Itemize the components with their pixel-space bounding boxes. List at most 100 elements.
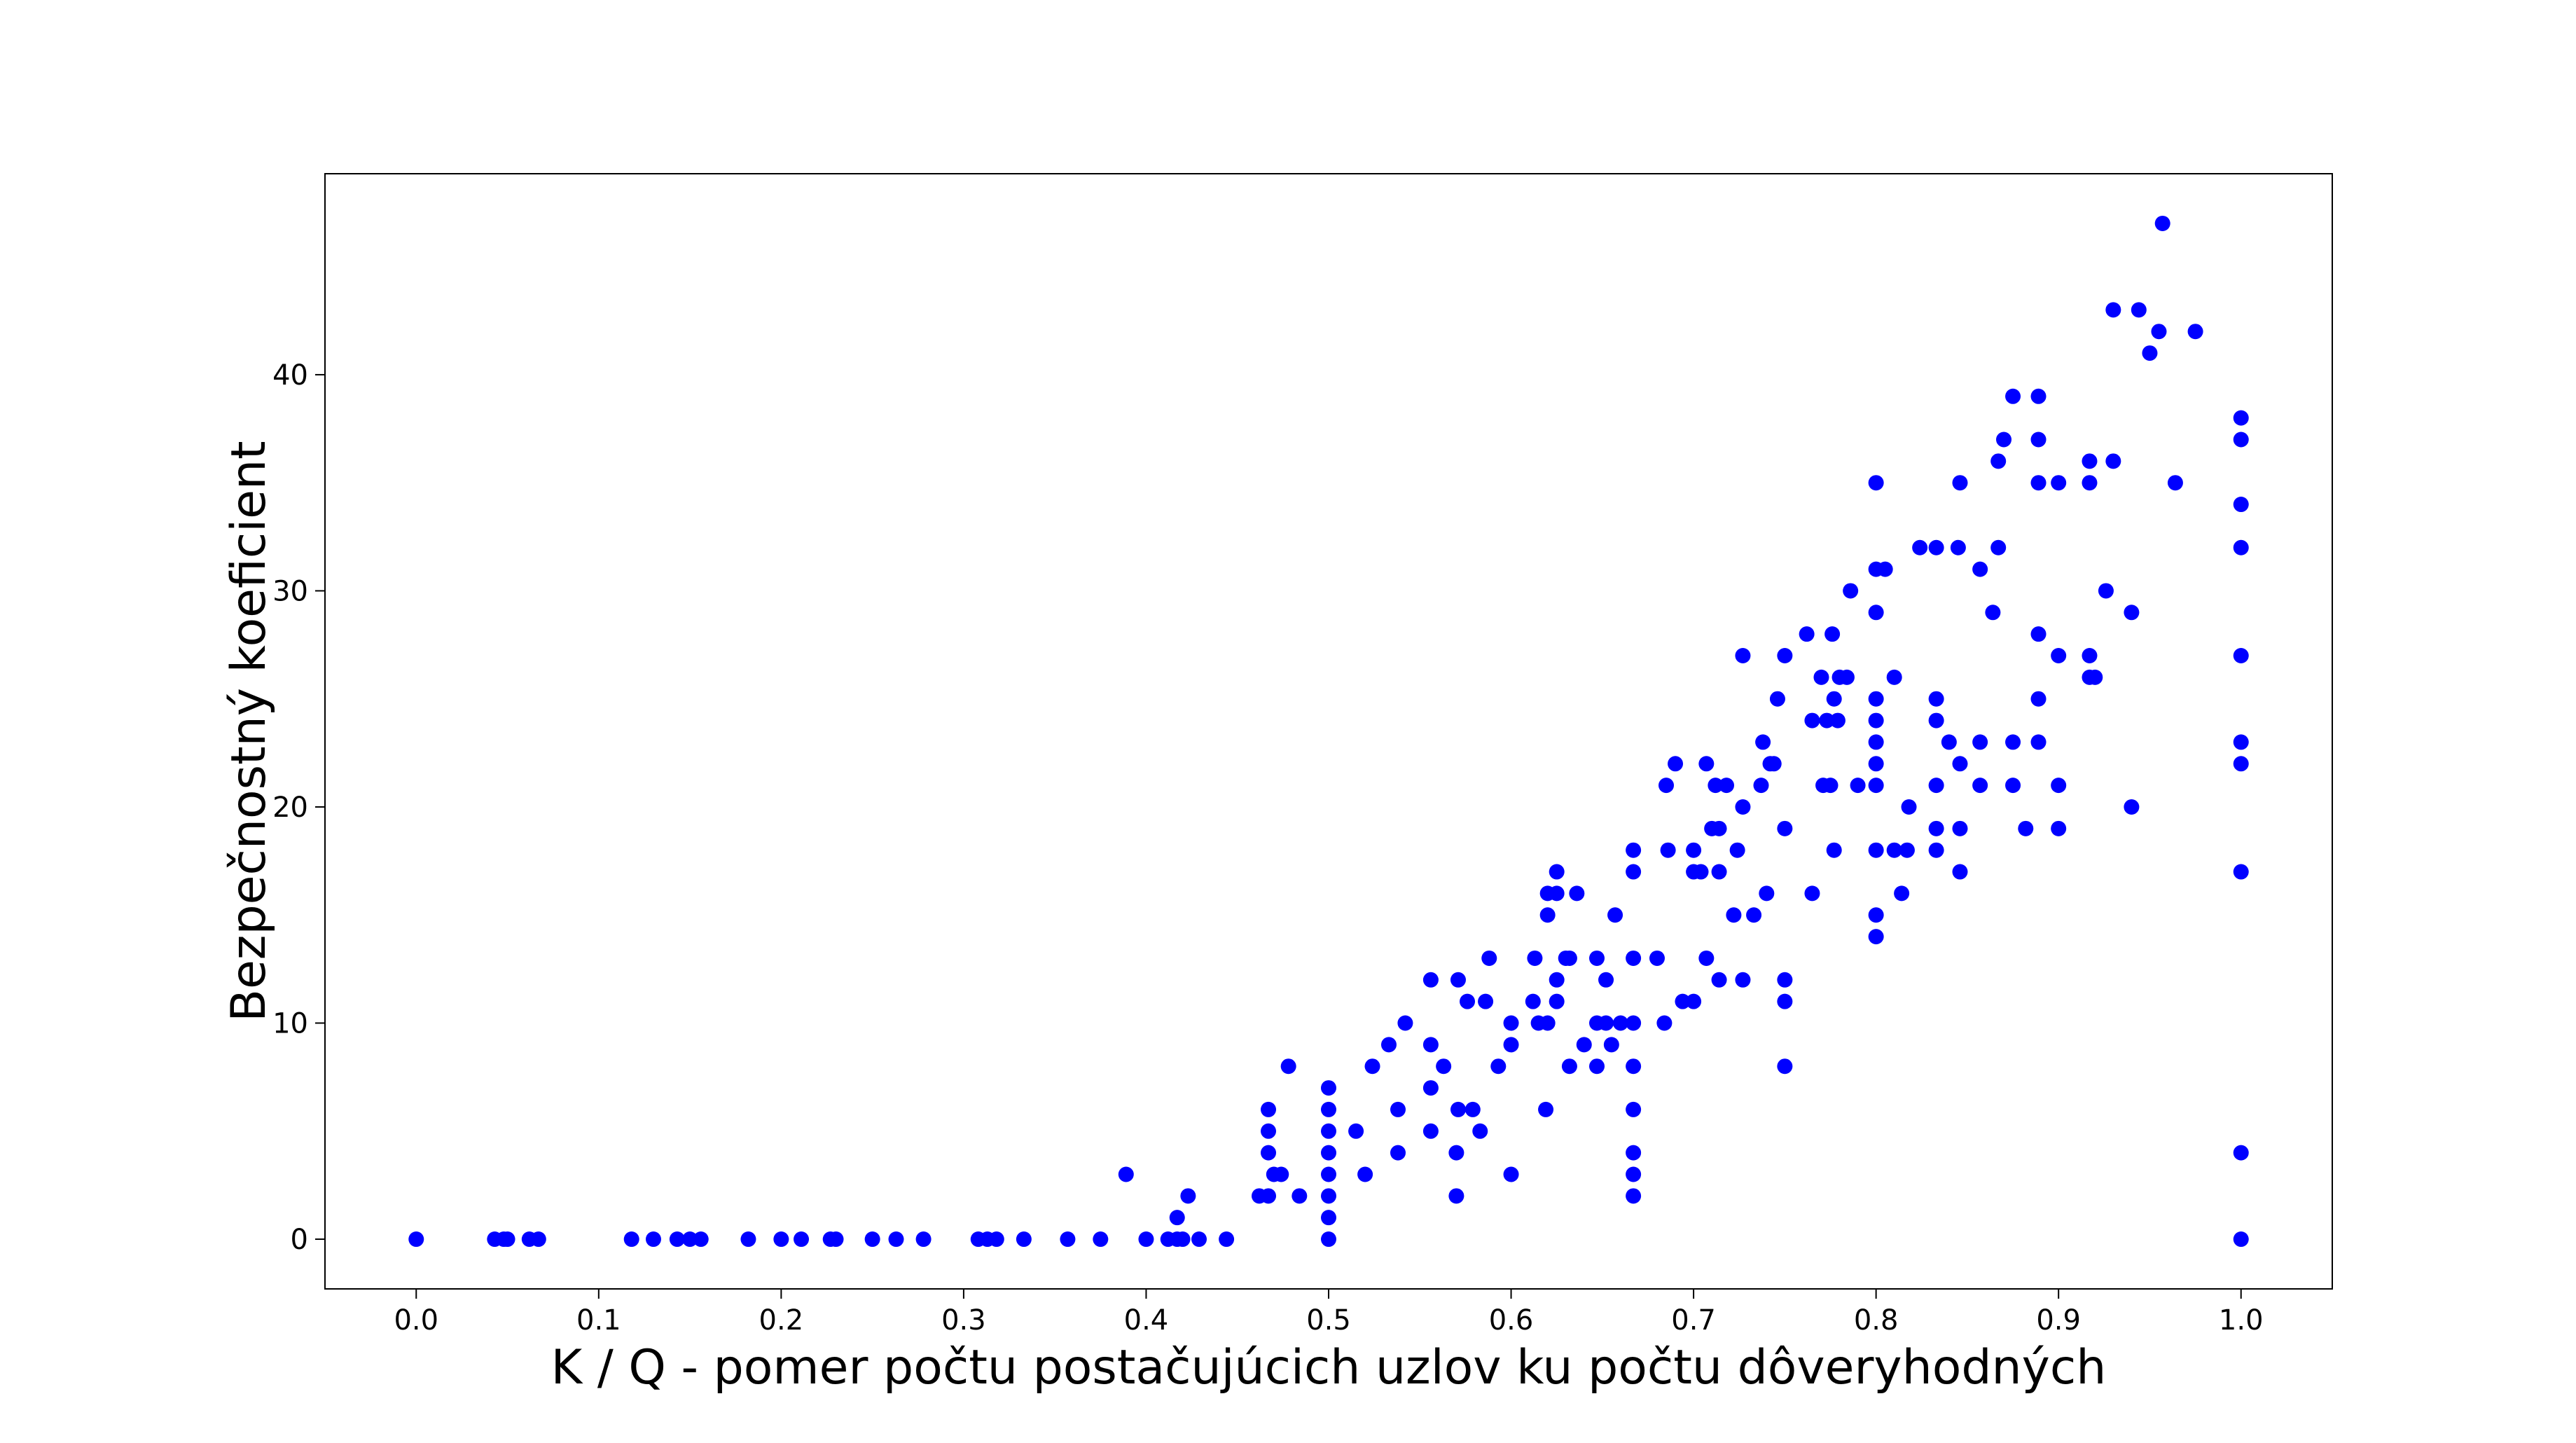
data-point — [1321, 1188, 1336, 1204]
data-point — [1928, 842, 1944, 858]
data-point — [2233, 539, 2249, 555]
data-point — [1503, 1037, 1519, 1053]
data-point — [1589, 950, 1605, 966]
data-point — [1321, 1166, 1336, 1182]
data-point — [1799, 626, 1815, 642]
data-point — [1626, 1188, 1642, 1204]
data-point — [1169, 1210, 1185, 1226]
data-point — [682, 1231, 698, 1248]
data-point — [2233, 734, 2249, 750]
data-point — [1448, 1188, 1464, 1204]
data-point — [1390, 1101, 1406, 1117]
data-point — [1886, 669, 1902, 685]
data-point — [1838, 669, 1855, 685]
data-point — [1972, 561, 1988, 577]
data-point — [2233, 410, 2249, 426]
data-point — [1868, 842, 1884, 858]
data-point — [1843, 583, 1859, 599]
data-point — [988, 1231, 1004, 1248]
data-point — [2005, 734, 2021, 750]
data-points — [408, 215, 2249, 1248]
data-point — [2233, 648, 2249, 664]
data-point — [1626, 1101, 1642, 1117]
data-point — [1777, 993, 1793, 1009]
x-tick-label: 0.2 — [759, 1304, 804, 1337]
data-point — [2051, 475, 2067, 491]
data-point — [1868, 907, 1884, 923]
data-point — [1503, 1166, 1519, 1182]
data-point — [1118, 1166, 1134, 1182]
data-point — [1261, 1145, 1277, 1161]
y-tick-label: 10 — [272, 1008, 308, 1040]
data-point — [1850, 778, 1866, 794]
data-point — [888, 1231, 904, 1248]
data-point — [1626, 1145, 1642, 1161]
data-point — [1813, 669, 1829, 685]
data-point — [2051, 648, 2067, 664]
data-point — [1868, 778, 1884, 794]
x-tick-label: 0.7 — [1671, 1304, 1716, 1337]
data-point — [1180, 1188, 1196, 1204]
data-point — [1598, 1015, 1614, 1031]
data-point — [1390, 1145, 1406, 1161]
x-tick-label: 1.0 — [2219, 1304, 2264, 1337]
data-point — [1928, 691, 1944, 707]
data-point — [2233, 1145, 2249, 1161]
data-point — [1777, 648, 1793, 664]
y-tick-label: 20 — [272, 792, 308, 824]
data-point — [1576, 1037, 1592, 1053]
data-point — [1503, 1015, 1519, 1031]
data-point — [1175, 1231, 1191, 1248]
data-point — [693, 1231, 709, 1248]
data-point — [1422, 1037, 1439, 1053]
data-point — [2233, 497, 2249, 513]
data-point — [1708, 778, 1724, 794]
data-point — [1735, 799, 1751, 815]
data-point — [1280, 1058, 1296, 1075]
data-point — [1804, 885, 1820, 902]
data-point — [2151, 324, 2167, 340]
data-point — [1569, 885, 1585, 902]
data-point — [1952, 475, 1968, 491]
data-point — [1819, 712, 1835, 729]
data-point — [2030, 431, 2047, 448]
data-point — [1735, 648, 1751, 664]
data-point — [1273, 1166, 1289, 1182]
data-point — [1941, 734, 1957, 750]
data-point — [1448, 1145, 1464, 1161]
data-point — [740, 1231, 756, 1248]
data-point — [1478, 993, 1494, 1009]
data-point — [1950, 539, 1966, 555]
data-point — [915, 1231, 932, 1248]
data-point — [1626, 1015, 1642, 1031]
data-point — [1481, 950, 1497, 966]
data-point — [1538, 1101, 1554, 1117]
data-point — [1348, 1123, 1364, 1139]
y-axis-ticks: 0 10 20 30 40 — [272, 359, 325, 1256]
y-tick-label: 30 — [272, 575, 308, 607]
data-point — [1261, 1188, 1277, 1204]
data-point — [1450, 1101, 1466, 1117]
data-point — [2105, 302, 2121, 318]
data-point — [1804, 712, 1820, 729]
data-point — [1598, 972, 1614, 988]
data-point — [1886, 842, 1902, 858]
data-point — [2233, 1231, 2249, 1248]
data-point — [1675, 993, 1691, 1009]
data-point — [1829, 712, 1846, 729]
data-point — [1698, 756, 1715, 772]
data-point — [1972, 778, 1988, 794]
data-point — [1460, 993, 1476, 1009]
data-point — [1626, 950, 1642, 966]
data-point — [1868, 605, 1884, 621]
data-point — [1626, 1166, 1642, 1182]
data-point — [1549, 885, 1565, 902]
data-point — [1912, 539, 1928, 555]
data-point — [1357, 1166, 1373, 1182]
data-point — [2233, 431, 2249, 448]
data-point — [1868, 929, 1884, 945]
data-point — [2030, 691, 2047, 707]
data-point — [1877, 561, 1893, 577]
data-point — [1766, 756, 1782, 772]
data-point — [2005, 388, 2021, 404]
